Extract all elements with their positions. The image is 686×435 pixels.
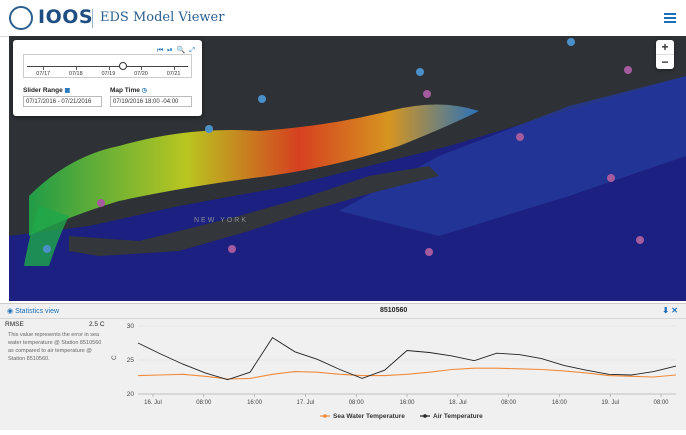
station-marker[interactable]: [43, 245, 51, 253]
slider-tick-label: 07/19: [101, 71, 116, 77]
slider-handle[interactable]: [118, 62, 127, 70]
slider-tick: [75, 67, 77, 70]
station-markers[interactable]: [43, 38, 644, 256]
long-island-land: [69, 166, 439, 256]
calendar-icon[interactable]: ▦: [64, 88, 71, 94]
logo-text: IOOS: [38, 6, 94, 28]
station-marker[interactable]: [97, 199, 105, 207]
legend-marker: [323, 414, 327, 418]
map-time-label: Map Time ◷: [110, 87, 147, 94]
time-panel: ⏮ ⏯ 🔍 ⤢ 07/17 07/18 07/19 07/20 07/21 Slider…: [13, 40, 202, 116]
slider-tick-label: 07/17: [36, 71, 51, 77]
statistics-panel: ◉ Statistics view 8510560 ⬇ ✕ RMSE 2.5 C…: [0, 303, 686, 430]
long-island-sound-currents: [29, 104, 479, 236]
stats-title[interactable]: ◉ Statistics view: [7, 308, 60, 315]
slider-controls[interactable]: ⏮ ⏯ 🔍 ⤢: [156, 47, 196, 54]
slider-tick-label: 07/21: [166, 71, 181, 77]
x-tick-label: 16:00: [552, 400, 568, 406]
time-slider[interactable]: 07/17 07/18 07/19 07/20 07/21: [23, 54, 192, 78]
legend-item: Air Temperature: [433, 413, 483, 420]
station-marker[interactable]: [567, 38, 575, 46]
legend-item: Sea Water Temperature: [333, 413, 405, 420]
series-line: [137, 367, 677, 380]
slider-track[interactable]: [27, 66, 188, 67]
y-tick-label: 30: [127, 323, 135, 330]
y-axis-label: C: [111, 355, 118, 360]
clock-icon[interactable]: ◷: [141, 88, 147, 94]
station-id: 8510560: [380, 307, 408, 314]
x-tick-label: 19. Jul: [601, 400, 619, 406]
app-header: IOOS EDS Model Viewer: [0, 0, 686, 37]
slider-tick: [43, 67, 45, 70]
stats-actions[interactable]: ⬇ ✕: [662, 306, 678, 315]
eye-icon: ◉: [7, 308, 14, 315]
legend-marker: [423, 414, 427, 418]
menu-icon[interactable]: [664, 13, 676, 23]
station-marker[interactable]: [258, 95, 266, 103]
y-tick-label: 20: [127, 391, 135, 398]
station-marker[interactable]: [516, 133, 524, 141]
station-marker[interactable]: [205, 125, 213, 133]
app-title: EDS Model Viewer: [100, 10, 225, 25]
x-tick-label: 18. Jul: [449, 400, 467, 406]
slider-tick: [108, 67, 110, 70]
slider-tick: [173, 67, 175, 70]
station-marker[interactable]: [423, 90, 431, 98]
header-divider: [92, 9, 93, 28]
x-tick-label: 08:00: [349, 400, 365, 406]
slider-range-label: Slider Range ▦: [23, 87, 71, 94]
station-marker[interactable]: [607, 174, 615, 182]
slider-tick-label: 07/18: [68, 71, 83, 77]
x-tick-label: 08:00: [501, 400, 517, 406]
rmse-label: RMSE: [5, 321, 24, 328]
hudson-currents: [24, 206, 69, 266]
y-tick-label: 25: [127, 357, 135, 364]
slider-tick-label: 07/20: [134, 71, 148, 77]
place-label: NEW YORK: [194, 217, 248, 224]
station-marker[interactable]: [228, 245, 236, 253]
x-tick-label: 08:00: [196, 400, 212, 406]
station-marker[interactable]: [624, 66, 632, 74]
station-marker[interactable]: [425, 248, 433, 256]
chart-canvas: 20 25 30 C 16. Jul 08:00 16:00 17. Jul 08:00 16:0…: [111, 323, 677, 420]
zoom-in-button[interactable]: +: [661, 40, 669, 54]
zoom-out-button[interactable]: −: [656, 54, 674, 69]
stats-header: ◉ Statistics view 8510560 ⬇ ✕: [0, 304, 686, 319]
slider-range-input[interactable]: 07/17/2016 - 07/21/2016: [23, 96, 102, 107]
ioos-logo-icon: [9, 6, 33, 30]
x-tick-label: 17. Jul: [297, 400, 315, 406]
temperature-chart: 20 25 30 C 16. Jul 08:00 16:00 17. Jul 08:00 16:0…: [108, 318, 686, 430]
map-time-input[interactable]: 07/19/2016 18:00 -04:00: [110, 96, 192, 107]
x-tick-label: 16:00: [247, 400, 263, 406]
station-marker[interactable]: [636, 236, 644, 244]
x-tick-label: 16. Jul: [144, 400, 162, 406]
station-marker[interactable]: [416, 68, 424, 76]
slider-tick: [141, 67, 143, 70]
series-line: [137, 336, 677, 381]
zoom-control[interactable]: + −: [656, 40, 674, 69]
rmse-value: 2.5 C: [89, 321, 105, 328]
x-tick-label: 16:00: [399, 400, 415, 406]
ocean-currents: [339, 76, 686, 236]
x-tick-label: 08:00: [653, 400, 669, 406]
rmse-description: This value represents the error in sea w…: [8, 332, 102, 362]
